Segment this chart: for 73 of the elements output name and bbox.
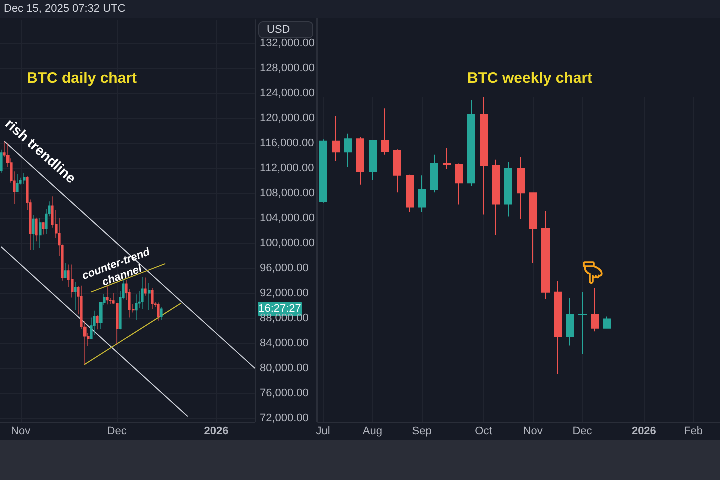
y-tick-label: 80,000.00 [260, 362, 309, 374]
x-tick-label: Nov [523, 426, 544, 438]
candlestick [406, 174, 414, 213]
candlestick [157, 302, 160, 322]
candlestick [93, 310, 96, 336]
x-tick-label: Aug [362, 426, 382, 438]
candlestick [135, 294, 138, 321]
candlestick [71, 264, 74, 298]
candlestick [23, 173, 26, 184]
y-tick-label: 108,000.00 [260, 188, 316, 200]
candlestick [344, 133, 352, 168]
candlestick [443, 147, 451, 170]
x-tick-label: Sep [412, 426, 432, 438]
y-tick-label: 100,000.00 [260, 237, 316, 250]
y-tick-label: 120,000.00 [260, 112, 316, 125]
candlestick [148, 283, 151, 311]
candlestick [96, 314, 99, 330]
y-tick-label: 72,000.00 [260, 412, 309, 424]
text: Dec 15, 2025 07:32 UTC [4, 3, 126, 15]
x-tick-label: 2026 [204, 426, 229, 438]
x-tick-label: 2026 [632, 426, 656, 438]
x-tick-label: Dec [572, 426, 593, 438]
candlestick [418, 175, 426, 214]
x-tick-label: Feb [684, 426, 704, 438]
x-tick-label: Dec [107, 426, 128, 438]
y-tick-label: 76,000.00 [260, 387, 309, 400]
candlestick [0, 150, 3, 174]
candlestick [64, 263, 67, 278]
x-tick-label: Oct [475, 426, 492, 438]
candlestick [566, 298, 574, 346]
candlestick [393, 149, 401, 194]
candlestick [430, 154, 438, 194]
y-tick-label: 132,000.00 [260, 38, 316, 50]
candlestick [467, 100, 475, 187]
candlestick [504, 162, 512, 218]
candlestick [603, 316, 611, 329]
candlestick [39, 218, 42, 249]
y-tick-label: 116,000.00 [260, 138, 314, 150]
candlestick [74, 282, 77, 311]
candlestick [356, 136, 364, 186]
candlestick [160, 306, 163, 321]
y-tick-label: 84,000.00 [260, 337, 309, 350]
candlestick [32, 215, 35, 251]
candlestick [151, 288, 154, 310]
text: 16:27:27 [258, 303, 302, 316]
candlestick [332, 116, 340, 162]
y-axis-title: USD [267, 24, 290, 36]
y-tick-label: 92,000.00 [260, 287, 309, 300]
y-tick-label: 112,000.00 [260, 162, 314, 175]
candlestick [42, 222, 45, 236]
candlestick [381, 108, 389, 156]
candlestick [541, 210, 550, 300]
candlestick [35, 218, 38, 242]
candlestick [144, 278, 147, 296]
x-tick-label: Jul [316, 426, 330, 438]
candlestick [554, 280, 562, 375]
y-tick-label: 104,000.00 [260, 212, 316, 225]
candlestick [492, 159, 500, 236]
candlestick [529, 192, 537, 264]
candlestick [106, 286, 109, 305]
candlestick [369, 140, 377, 181]
candlestick [455, 163, 463, 206]
candlestick [578, 292, 587, 355]
candlestick [16, 174, 19, 193]
y-tick-label: 128,000.00 [260, 62, 316, 75]
candlestick [319, 139, 327, 204]
y-tick-label: 96,000.00 [260, 262, 309, 274]
chart-title: BTC weekly chart [467, 70, 593, 87]
text: BTC daily chart [27, 70, 138, 87]
x-tick-label: Nov [11, 426, 32, 438]
y-tick-label: 124,000.00 [260, 88, 316, 100]
candlestick [591, 288, 599, 332]
candlestick [517, 156, 525, 220]
